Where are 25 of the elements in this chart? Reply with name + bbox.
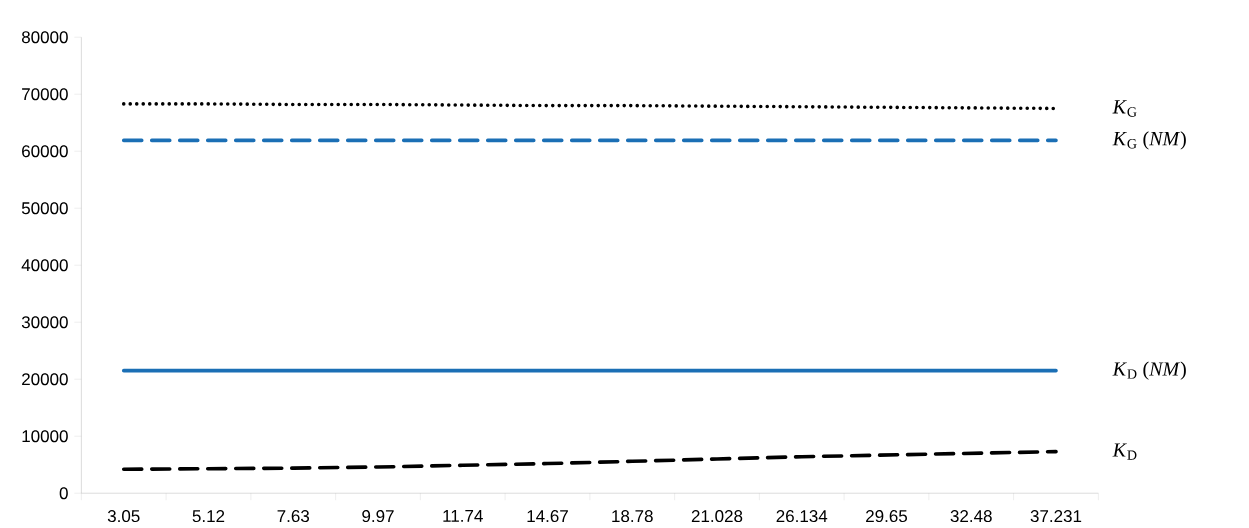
x-tick-label: 9.97	[362, 510, 394, 523]
x-tick-label: 7.63	[277, 510, 310, 523]
y-tick-label: 50000	[21, 202, 68, 215]
y-tick-label: 40000	[21, 259, 68, 272]
x-tick-label: 11.74	[443, 510, 483, 522]
x-tick-label: 26.134	[776, 510, 828, 523]
x-tick-label: 29.65	[866, 510, 908, 523]
x-tick-label: 37.231	[1030, 510, 1082, 523]
x-tick-label: 5.12	[192, 510, 225, 523]
text: K$_{D}$	[1112, 443, 1137, 460]
x-tick-label: 3.05	[107, 510, 140, 523]
x-tick-label: 18.78	[612, 510, 653, 523]
y-tick-label: 30000	[21, 316, 68, 329]
y-tick-label: 20000	[22, 373, 68, 386]
x-tick-label: 32.48	[950, 510, 992, 523]
x-tick-label: 14.67	[527, 510, 568, 523]
y-tick-label: 80000	[21, 31, 68, 44]
x-tick-label: 21.028	[691, 510, 743, 523]
text: K$_{G}$	[1112, 100, 1137, 117]
text: K$_{D}$ (NM)	[1112, 361, 1186, 380]
y-tick-label: 60000	[22, 145, 68, 158]
y-tick-label: 70000	[22, 88, 68, 101]
text: K$_{G}$ (NM)	[1112, 131, 1186, 150]
y-tick-label: 10000	[22, 430, 68, 443]
y-tick-label: 0	[59, 487, 68, 500]
